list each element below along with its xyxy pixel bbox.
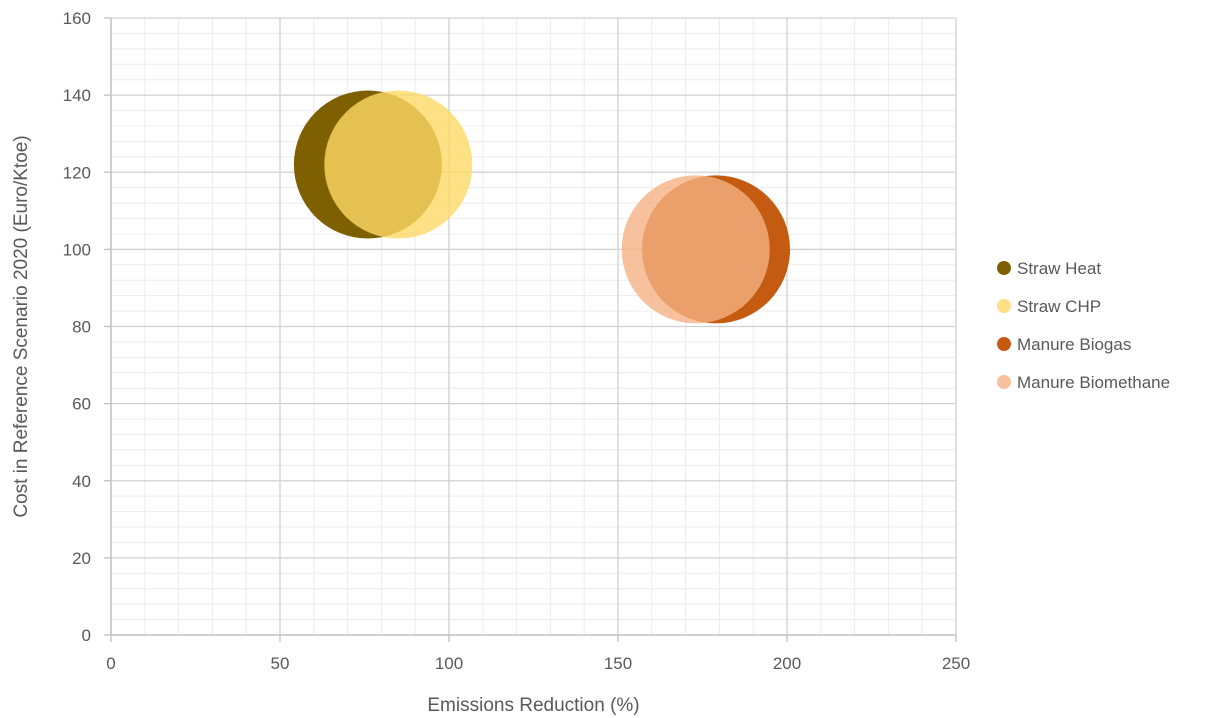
x-tick-label: 100 [435, 654, 463, 673]
legend-label: Manure Biomethane [1017, 373, 1170, 392]
major-gridlines [110, 17, 957, 636]
x-tick-label: 150 [604, 654, 632, 673]
legend-marker [997, 299, 1011, 313]
bubble-straw-chp [324, 90, 473, 239]
y-tick-label: 160 [63, 9, 91, 28]
x-tick-label: 250 [942, 654, 970, 673]
x-tick-label: 200 [773, 654, 801, 673]
y-tick-label: 140 [63, 86, 91, 105]
bubbles [293, 90, 791, 324]
y-tick-label: 0 [82, 626, 91, 645]
legend-marker [997, 261, 1011, 275]
x-axis-title: Emissions Reduction (%) [427, 695, 639, 716]
y-tick-label: 40 [72, 472, 91, 491]
y-tick-label: 120 [63, 163, 91, 182]
x-tick-label: 50 [271, 654, 290, 673]
legend-label: Straw CHP [1017, 297, 1101, 316]
legend-label: Manure Biogas [1017, 335, 1131, 354]
x-tick-label: 0 [106, 654, 115, 673]
bubble-manure-biomethane [621, 175, 770, 324]
y-tick-label: 60 [72, 395, 91, 414]
legend-marker [997, 337, 1011, 351]
y-tick-label: 100 [63, 240, 91, 259]
legend: Straw Heat Straw CHP Manure Biogas Manure B… [997, 259, 1170, 392]
legend-label: Straw Heat [1017, 259, 1101, 278]
y-tick-label: 20 [72, 549, 91, 568]
y-tick-label: 80 [72, 318, 91, 337]
tick-labels: 0 50 100 150 200 250 0 20 40 60 80 100 120 140 160 [63, 9, 971, 673]
axes [104, 17, 957, 642]
legend-marker [997, 375, 1011, 389]
y-axis-title: Cost in Reference Scenario 2020 (Euro/Kt… [11, 135, 32, 517]
